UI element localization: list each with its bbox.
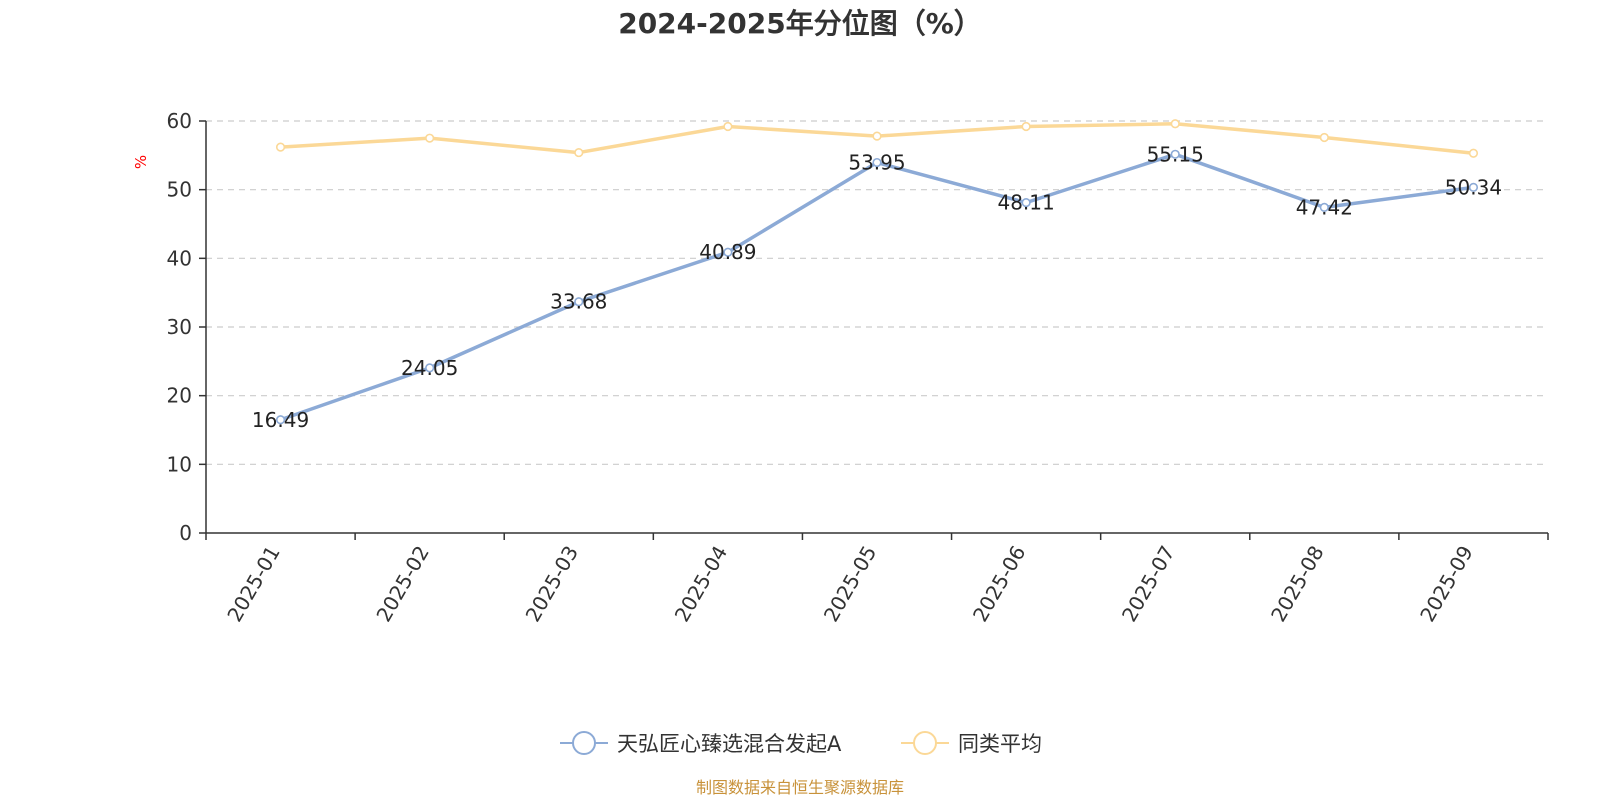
- data-label-3: 40.89: [699, 240, 756, 264]
- x-tick-label-2025-06: 2025-06: [968, 542, 1031, 626]
- x-tick-label-2025-08: 2025-08: [1266, 542, 1329, 626]
- y-tick-label-30: 30: [167, 315, 192, 339]
- y-tick-label-40: 40: [167, 246, 192, 270]
- data-label-6: 55.15: [1147, 142, 1204, 166]
- x-tick-label-2025-01: 2025-01: [222, 542, 285, 626]
- data-point-s0-6[interactable]: [1170, 149, 1180, 159]
- data-point-s0-3[interactable]: [723, 247, 733, 257]
- legend-item-0[interactable]: 天弘匠心臻选混合发起A: [560, 731, 842, 756]
- data-point-s0-0[interactable]: [275, 415, 286, 425]
- x-tick-label-2025-05: 2025-05: [819, 542, 882, 626]
- data-label-8: 50.34: [1445, 175, 1502, 199]
- legend[interactable]: 天弘匠心臻选混合发起A 同类平均: [560, 731, 1042, 756]
- x-tick-label-2025-04: 2025-04: [670, 542, 733, 626]
- data-label-0: 16.49: [252, 408, 309, 432]
- chart-title: 2024-2025年分位图（%）: [618, 7, 982, 40]
- y-tick-label-50: 50: [167, 178, 192, 202]
- data-label-7: 47.42: [1296, 195, 1353, 219]
- data-point-s0-2[interactable]: [574, 297, 584, 307]
- source-note: 制图数据来自恒生聚源数据库: [696, 778, 904, 797]
- data-label-1: 24.05: [401, 356, 458, 380]
- data-point-s0-5[interactable]: [1021, 198, 1031, 208]
- data-point-s1-8[interactable]: [1468, 148, 1479, 158]
- y-axis-unit-label: %: [132, 155, 150, 169]
- data-point-s1-2[interactable]: [574, 147, 584, 158]
- x-tick-label-2025-09: 2025-09: [1415, 542, 1478, 626]
- y-tick-label-0: 0: [179, 521, 192, 545]
- legend-label-0: 天弘匠心臻选混合发起A: [617, 732, 842, 756]
- x-tick-label-2025-03: 2025-03: [521, 542, 584, 626]
- data-point-s1-4[interactable]: [872, 131, 882, 141]
- data-point-s1-5[interactable]: [1021, 121, 1031, 132]
- x-tick-label-2025-02: 2025-02: [371, 542, 434, 626]
- series-lines: [275, 119, 1479, 425]
- data-point-s0-1[interactable]: [425, 363, 435, 373]
- data-point-s1-0[interactable]: [275, 142, 286, 152]
- grid-lines: [206, 120, 1548, 465]
- data-label-2: 33.68: [550, 290, 607, 314]
- y-tick-label-20: 20: [167, 384, 192, 408]
- legend-circle-icon: [572, 731, 596, 755]
- data-point-s1-3[interactable]: [723, 121, 733, 132]
- data-point-s1-6[interactable]: [1170, 119, 1180, 129]
- legend-item-1[interactable]: 同类平均: [901, 731, 1042, 756]
- series-line-0: [278, 152, 1476, 422]
- data-labels: 16.49 24.05 33.68 40.89 53.95 48.11 55.15 47.42…: [252, 142, 1502, 431]
- y-tick-label-10: 10: [167, 452, 192, 476]
- data-label-5: 48.11: [997, 191, 1054, 215]
- data-point-s0-8[interactable]: [1468, 182, 1479, 192]
- data-point-s1-1[interactable]: [425, 133, 435, 143]
- axes: 0 10 20 30 40 50 60 2025-01 2025-02 2025-03 2025-0…: [167, 109, 1549, 626]
- data-point-s0-4[interactable]: [872, 157, 882, 168]
- data-point-s1-7[interactable]: [1319, 132, 1329, 143]
- y-tick-label-60: 60: [167, 109, 192, 133]
- legend-label-1: 同类平均: [958, 732, 1042, 756]
- x-tick-label-2025-07: 2025-07: [1117, 542, 1180, 626]
- data-label-4: 53.95: [848, 151, 905, 175]
- legend-circle-icon: [913, 731, 937, 755]
- data-point-s0-7[interactable]: [1319, 202, 1329, 212]
